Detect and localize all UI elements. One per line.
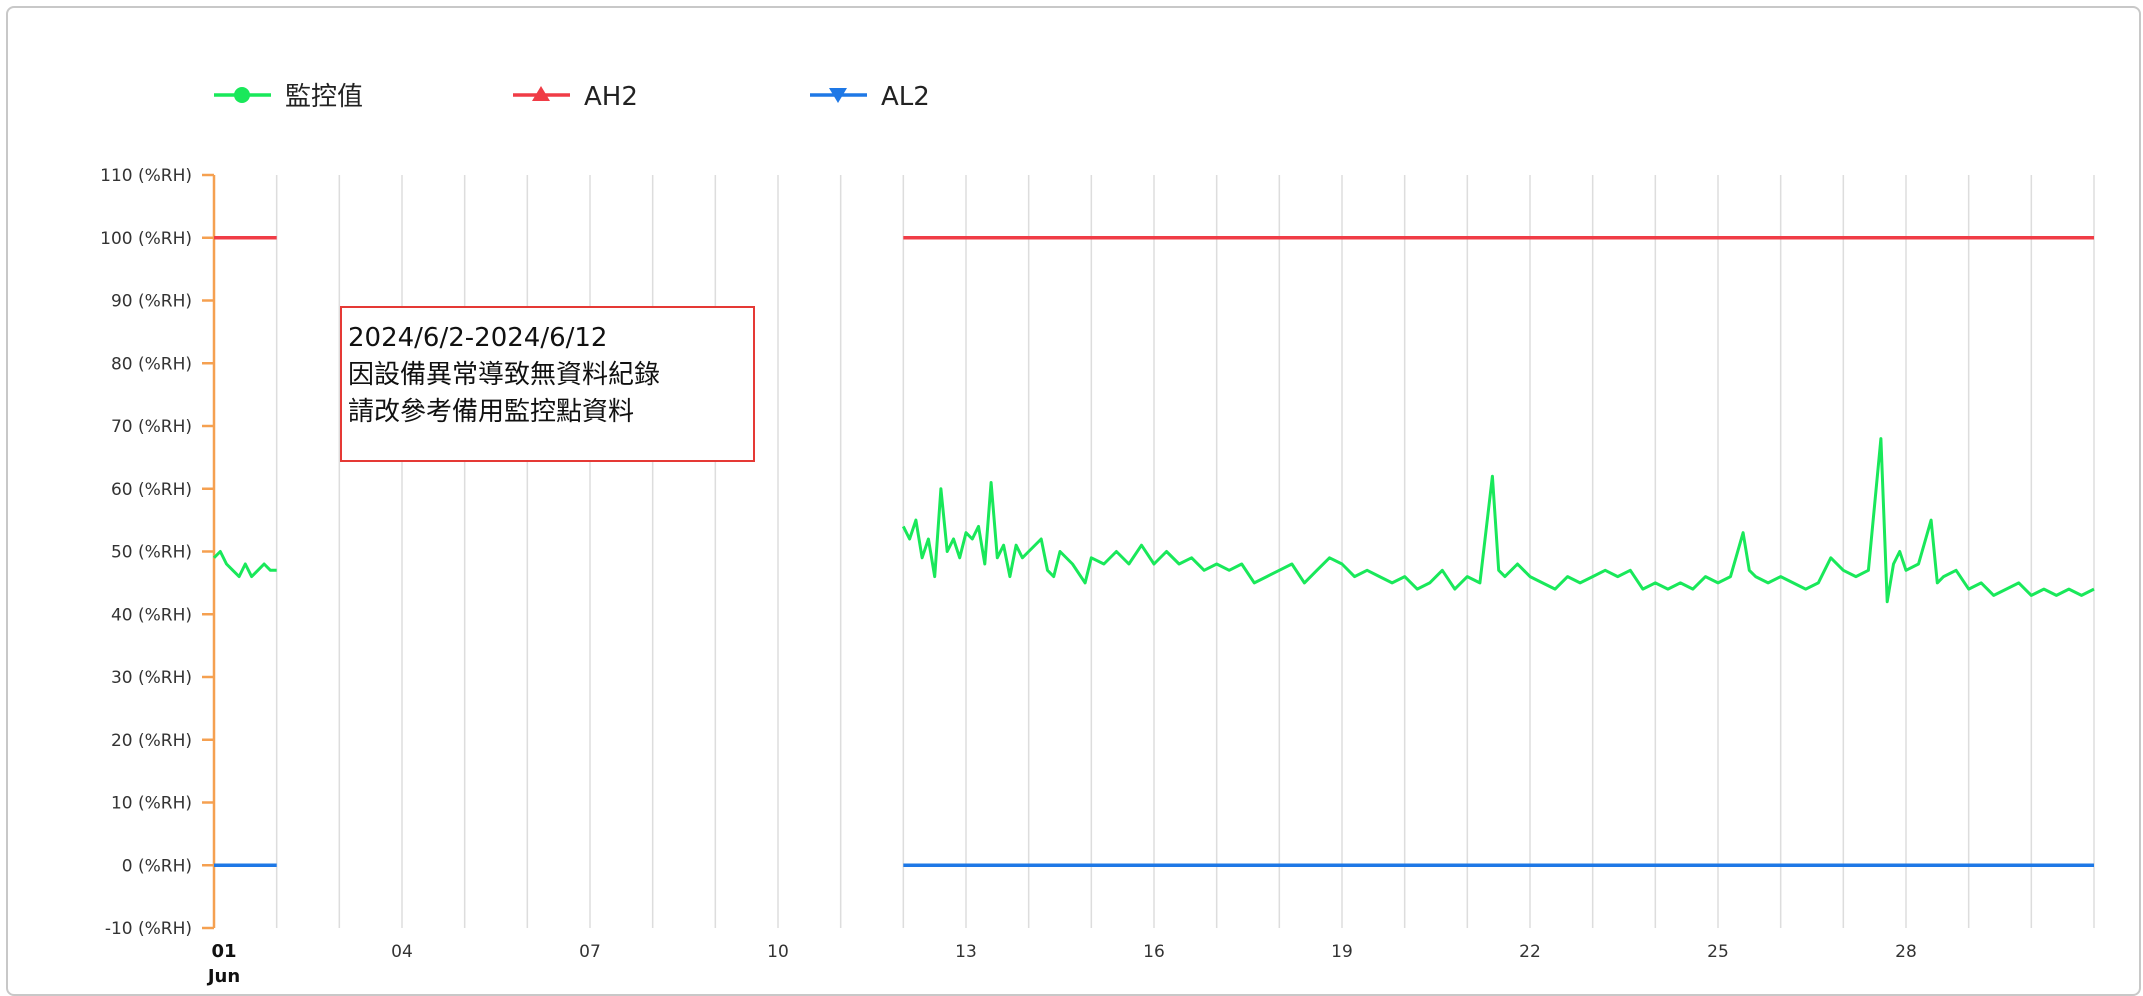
legend-item-ah2[interactable]: AH2 xyxy=(513,82,638,112)
series-lines xyxy=(212,236,2095,868)
y-tick-label: 90 (%RH) xyxy=(111,292,192,312)
missing-data-annotation: 2024/6/2-2024/6/12 因設備異常導致無資料紀錄 請改參考備用監控… xyxy=(340,306,755,462)
y-tick-label: 80 (%RH) xyxy=(111,354,192,374)
y-tick-label: 50 (%RH) xyxy=(111,543,192,563)
annotation-line-2: 因設備異常導致無資料紀錄 xyxy=(348,360,661,390)
y-tick-label: 110 (%RH) xyxy=(100,166,192,186)
y-tick-label: 20 (%RH) xyxy=(111,731,192,751)
gridlines xyxy=(275,175,2095,928)
series-line-monitor xyxy=(901,437,2095,604)
legend-label: 監控值 xyxy=(285,82,363,112)
y-tick-label: 10 (%RH) xyxy=(111,794,192,814)
x-tick-label: 25 xyxy=(1707,942,1729,962)
y-tick-label: 40 (%RH) xyxy=(111,605,192,625)
x-tick-label: 10 xyxy=(767,942,789,962)
y-axis: 110 (%RH) 100 (%RH) 90 (%RH) 80 (%RH) 70 (%R… xyxy=(100,166,216,939)
x-tick-label: 22 xyxy=(1519,942,1541,962)
legend-label: AL2 xyxy=(881,82,930,112)
x-tick-label: 19 xyxy=(1331,942,1353,962)
y-tick-label: 60 (%RH) xyxy=(111,480,192,500)
x-tick-label: 13 xyxy=(955,942,977,962)
y-tick-label: 70 (%RH) xyxy=(111,417,192,437)
annotation-line-1: 2024/6/2-2024/6/12 xyxy=(348,323,608,353)
x-tick-sublabel: Jun xyxy=(206,966,240,987)
x-axis: 01 Jun 04 07 10 13 16 19 22 25 28 xyxy=(206,941,1917,987)
triangle-down-marker-icon xyxy=(829,88,847,103)
y-tick-label: 30 (%RH) xyxy=(111,668,192,688)
legend-item-monitor[interactable]: 監控值 xyxy=(214,82,363,112)
legend[interactable]: 監控值 AH2 AL2 xyxy=(214,82,930,112)
annotation-line-3: 請改參考備用監控點資料 xyxy=(348,397,635,427)
x-tick-label: 07 xyxy=(579,942,601,962)
series-line-monitor xyxy=(212,550,277,579)
legend-label: AH2 xyxy=(584,82,638,112)
y-tick-label: 0 (%RH) xyxy=(122,856,192,876)
circle-marker-icon xyxy=(234,87,250,103)
chart-frame xyxy=(6,6,2141,996)
x-tick-label: 16 xyxy=(1143,942,1165,962)
triangle-up-marker-icon xyxy=(532,86,550,101)
x-tick-label: 28 xyxy=(1895,942,1917,962)
y-tick-label: 100 (%RH) xyxy=(100,229,192,249)
legend-item-al2[interactable]: AL2 xyxy=(810,82,930,112)
x-tick-label: 01 xyxy=(211,941,236,962)
x-tick-label: 04 xyxy=(391,942,413,962)
y-tick-label: -10 (%RH) xyxy=(105,919,192,939)
